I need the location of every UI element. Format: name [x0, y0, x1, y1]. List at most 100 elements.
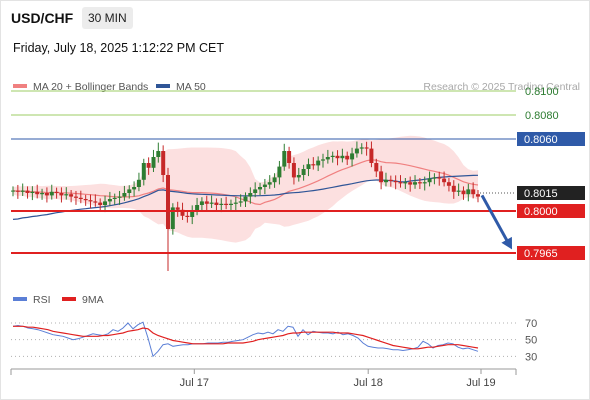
candle-body — [151, 157, 156, 168]
candle-body — [359, 147, 364, 149]
candle-body — [408, 182, 413, 185]
candle-body — [398, 182, 403, 184]
candle-body — [461, 190, 466, 195]
candle-body — [132, 187, 137, 190]
candle-body — [166, 175, 170, 229]
candle-body — [25, 190, 30, 193]
level-tag-0-8015 — [517, 186, 585, 200]
candle-body — [403, 182, 408, 184]
candle-body — [466, 189, 471, 195]
x-tick-label-jul-18: Jul 18 — [354, 377, 383, 389]
candle-body — [248, 193, 253, 197]
candle-body — [471, 189, 476, 195]
candle-body — [141, 163, 146, 180]
candle-body — [306, 164, 311, 169]
candle-body — [175, 207, 180, 210]
forecast-arrow-head — [501, 236, 512, 250]
candle-body — [335, 155, 340, 159]
candle-body — [350, 153, 355, 160]
level-label-0-8000: 0.8000 — [524, 206, 558, 218]
candle-body — [384, 179, 388, 183]
legend-label-rsi: RSI — [33, 294, 51, 306]
candle-body — [243, 196, 248, 202]
candle-body — [272, 177, 277, 183]
candle-body — [93, 201, 98, 203]
candle-body — [413, 182, 417, 185]
bollinger-band-area — [13, 135, 478, 243]
candle-body — [49, 191, 54, 196]
candle-body — [379, 171, 384, 183]
candle-body — [354, 148, 359, 154]
legend-swatch-rsi — [13, 297, 27, 301]
candle-body — [107, 199, 112, 202]
x-tick-label-jul-19: Jul 19 — [466, 377, 495, 389]
candle-body — [199, 201, 204, 205]
candle-body — [64, 194, 69, 196]
candle-body — [311, 164, 316, 166]
candle-body — [11, 190, 15, 192]
candle-body — [30, 191, 35, 193]
candle-body — [209, 202, 214, 204]
candle-body — [88, 200, 93, 202]
candle-body — [35, 191, 40, 195]
level-label-0-7965: 0.7965 — [524, 248, 558, 260]
candle-body — [427, 178, 432, 183]
candle-body — [180, 209, 185, 216]
legend-swatch-ma20 — [13, 84, 27, 88]
candle-body — [345, 155, 350, 160]
candle-body — [258, 187, 262, 190]
level-tag-0-8060 — [517, 132, 585, 146]
candle-body — [364, 147, 369, 149]
candle-body — [69, 194, 74, 197]
rsi-tick-30: 30 — [525, 351, 537, 363]
candle-body — [185, 215, 190, 217]
candle-body — [15, 190, 20, 192]
legend-swatch-9ma — [62, 297, 76, 301]
candle-body — [146, 163, 151, 168]
candle-body — [195, 205, 200, 211]
candle-body — [374, 163, 379, 172]
candle-body — [117, 196, 122, 198]
candle-body — [40, 193, 45, 195]
candle-body — [422, 182, 427, 184]
candle-body — [204, 201, 209, 204]
candle-body — [112, 197, 117, 199]
candle-body — [456, 190, 461, 192]
forecast-arrow-shaft — [480, 194, 510, 244]
candle-body — [127, 189, 132, 193]
candle-body — [103, 201, 107, 205]
candle-body — [229, 203, 233, 205]
candle-body — [262, 184, 267, 187]
candle-body — [476, 194, 480, 197]
rsi-tick-70: 70 — [525, 318, 537, 330]
rsi-tick-50: 50 — [525, 335, 537, 347]
candle-body — [277, 166, 282, 178]
candle-body — [437, 177, 442, 179]
candle-body — [316, 160, 321, 166]
watermark-text: Research © 2025 Trading Central — [423, 81, 580, 93]
candle-body — [296, 175, 301, 178]
candle-body — [161, 151, 166, 175]
candle-body — [330, 155, 335, 157]
timeframe-badge[interactable]: 30 MIN — [82, 7, 133, 29]
candle-body — [267, 182, 272, 185]
candle-body — [301, 169, 306, 175]
candle-body — [393, 181, 398, 183]
level-label-0-8100: 0.8100 — [525, 86, 559, 98]
level-tag-0-8000 — [517, 204, 585, 218]
candle-body — [451, 185, 456, 192]
candle-body — [287, 151, 292, 163]
candle-body — [224, 203, 229, 205]
candle-body — [74, 196, 78, 198]
candle-body — [388, 179, 393, 181]
candle-body — [340, 155, 345, 159]
candle-body — [238, 201, 243, 203]
candle-body — [78, 197, 83, 199]
candle-body — [44, 193, 49, 196]
candle-body — [136, 179, 141, 187]
candle-body — [83, 199, 88, 201]
candle-body — [369, 148, 374, 163]
legend-label-ma20: MA 20 + Bollinger Bands — [33, 81, 148, 93]
candle-body — [20, 190, 25, 192]
